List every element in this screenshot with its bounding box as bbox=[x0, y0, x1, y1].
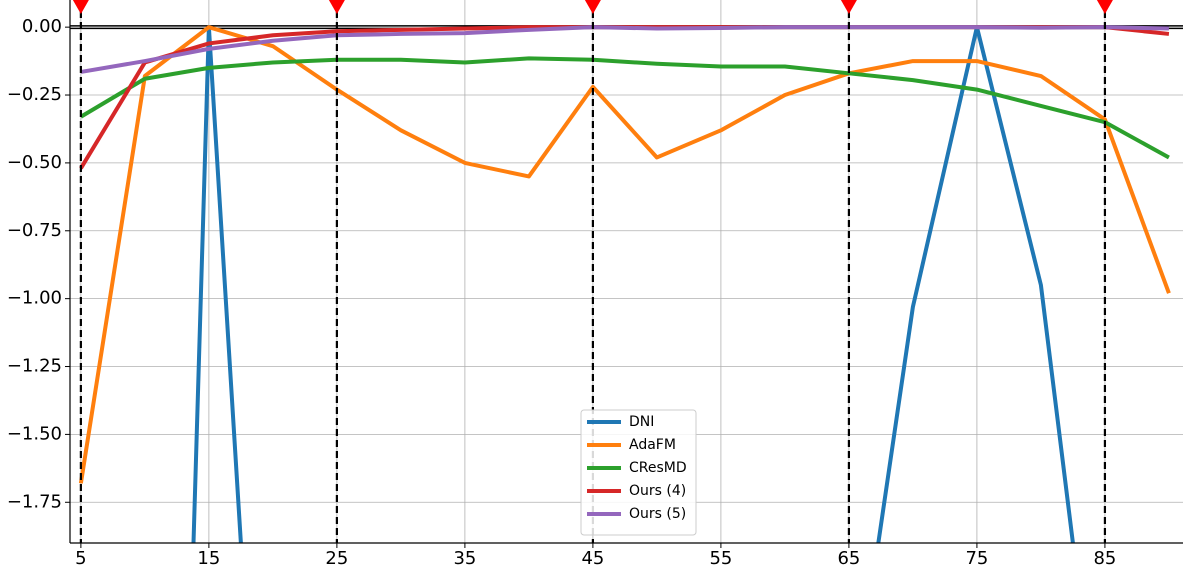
y-tick-label: −0.25 bbox=[7, 84, 62, 105]
marker-triangle bbox=[72, 0, 89, 14]
data-line bbox=[191, 25, 1075, 543]
legend: DNI AdaFM CResMD Ours (4) Ours (5) bbox=[580, 409, 697, 536]
data-line bbox=[79, 56, 1170, 160]
x-tick-label: 45 bbox=[581, 548, 604, 569]
x-tick-label: 65 bbox=[837, 548, 860, 569]
marker-triangle bbox=[328, 0, 345, 14]
legend-label: DNI bbox=[629, 414, 654, 430]
legend-label: CResMD bbox=[629, 460, 687, 476]
x-tick-label: 35 bbox=[453, 548, 476, 569]
marker-triangle bbox=[1096, 0, 1113, 14]
y-tick-label: −0.75 bbox=[7, 220, 62, 241]
y-tick-label: −1.75 bbox=[7, 491, 62, 512]
y-tick-label: −1.50 bbox=[7, 423, 62, 444]
plot-area bbox=[70, 25, 1183, 543]
y-tick-label: 0.00 bbox=[22, 16, 62, 37]
legend-box bbox=[580, 409, 697, 536]
x-tick-label: 15 bbox=[197, 548, 220, 569]
x-tick-label: 25 bbox=[325, 548, 348, 569]
y-tick-label: −1.25 bbox=[7, 356, 62, 377]
data-line bbox=[80, 25, 1169, 74]
x-tick-label: 55 bbox=[709, 548, 732, 569]
x-tick-label: 75 bbox=[965, 548, 988, 569]
y-tick-label: −0.50 bbox=[7, 152, 62, 173]
legend-label: AdaFM bbox=[629, 437, 676, 453]
x-tick-label: 5 bbox=[75, 548, 86, 569]
legend-label: Ours (5) bbox=[629, 506, 686, 522]
x-tick-label: 85 bbox=[1093, 548, 1116, 569]
marker-triangle bbox=[584, 0, 601, 14]
y-tick-label: −1.00 bbox=[7, 288, 62, 309]
legend-label: Ours (4) bbox=[629, 483, 686, 499]
marker-triangle bbox=[840, 0, 857, 14]
